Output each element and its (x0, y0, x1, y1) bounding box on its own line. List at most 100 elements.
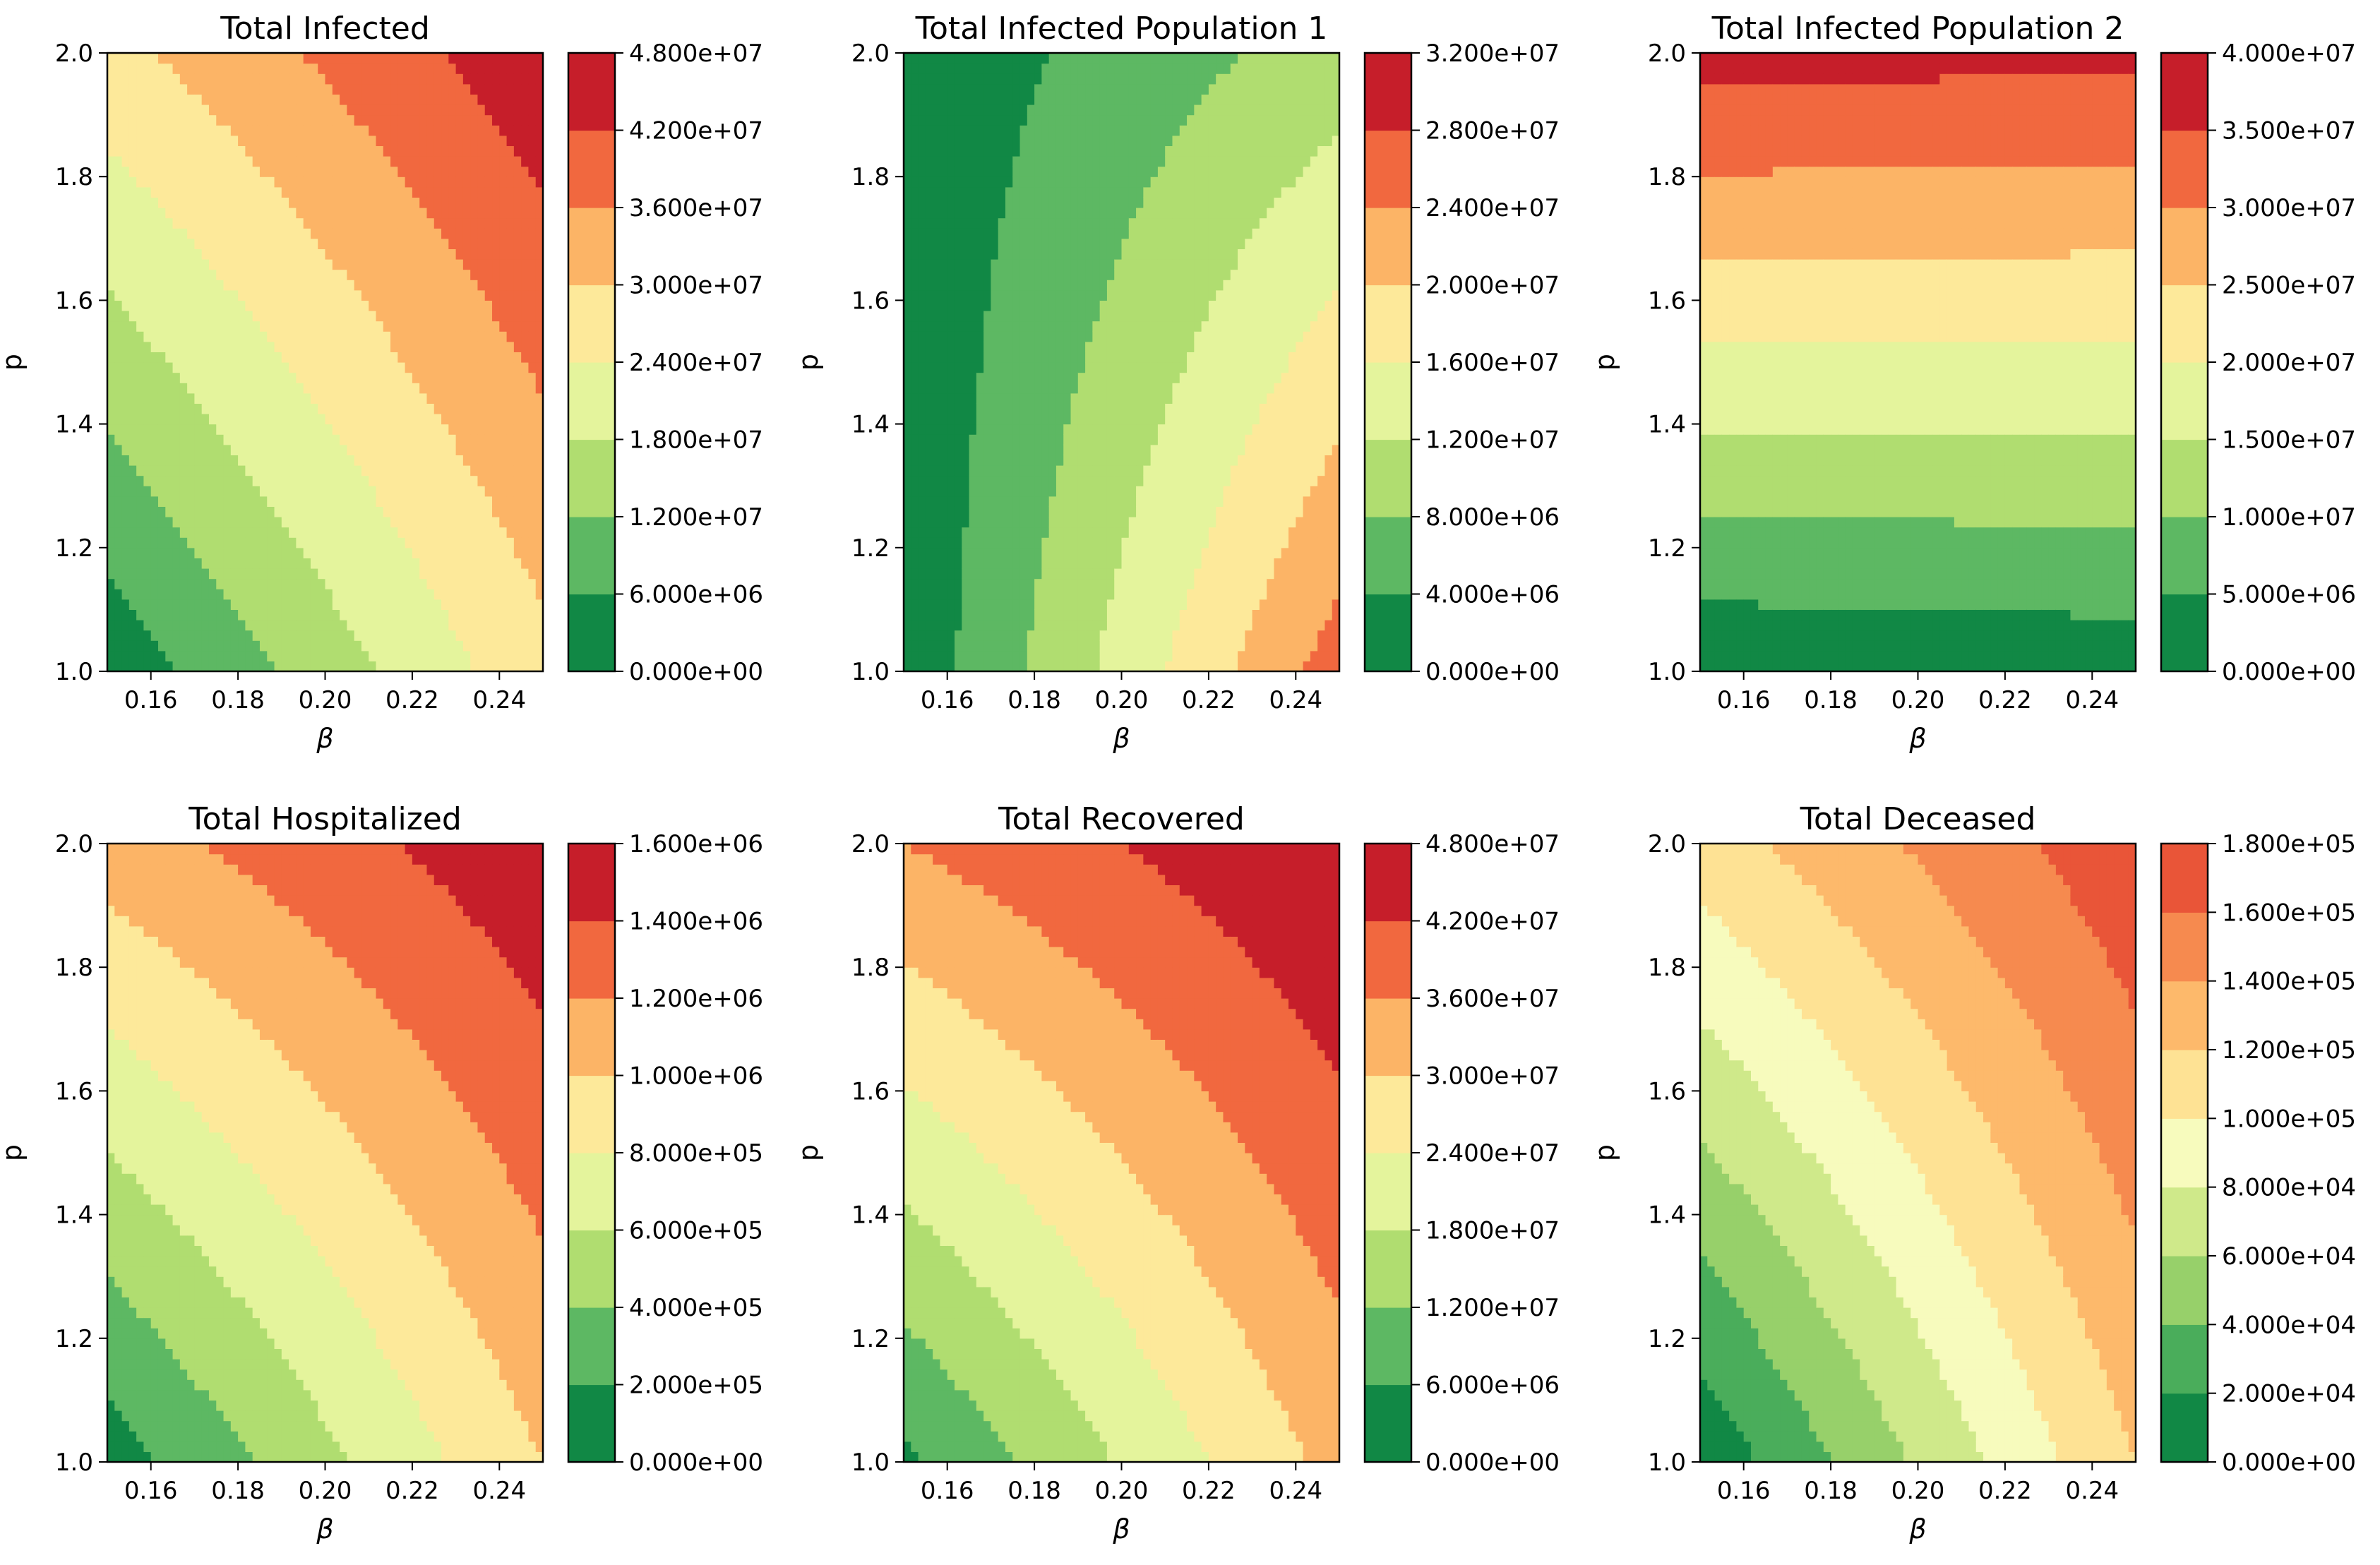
contour-cell (433, 383, 442, 394)
contour-cell (947, 186, 955, 198)
contour-cell (289, 599, 297, 610)
contour-cell (310, 424, 318, 435)
contour-cell (383, 114, 391, 126)
contour-cell (136, 455, 145, 466)
contour-cell (165, 259, 174, 270)
contour-cell (940, 156, 948, 167)
contour-cell (1005, 217, 1013, 229)
contour-cell (947, 83, 955, 95)
contour-cell (535, 465, 543, 476)
contour-cell (150, 475, 159, 486)
contour-cell (223, 217, 232, 229)
contour-cell (947, 352, 955, 363)
contour-cell (274, 486, 282, 497)
contour-cell (238, 506, 246, 517)
contour-cell (369, 208, 377, 219)
contour-cell (470, 300, 479, 311)
contour-cell (441, 320, 449, 332)
contour-cell (1041, 444, 1050, 455)
contour-cell (281, 228, 289, 239)
contour-cell (492, 197, 500, 208)
contour-cell (441, 156, 449, 167)
contour-cell (484, 496, 493, 507)
contour-cell (441, 506, 449, 517)
contour-cell (513, 259, 522, 270)
contour-cell (376, 145, 384, 157)
contour-cell (121, 197, 130, 208)
contour-cell (412, 403, 420, 414)
contour-cell (998, 125, 1006, 136)
contour-cell (383, 424, 391, 435)
contour-cell (911, 496, 919, 507)
contour-cell (289, 248, 297, 260)
contour-cell (223, 73, 232, 85)
contour-cell (259, 197, 268, 208)
contour-cell (904, 537, 911, 548)
contour-cell (455, 537, 464, 548)
contour-cell (455, 259, 464, 270)
contour-cell (904, 53, 911, 64)
contour-cell (1027, 547, 1035, 558)
contour-cell (136, 527, 145, 538)
contour-cell (513, 661, 522, 671)
contour-cell (499, 289, 508, 301)
contour-cell (433, 125, 442, 136)
contour-cell (187, 166, 195, 177)
contour-cell (194, 186, 203, 198)
contour-cell (187, 176, 195, 188)
contour-cell (528, 392, 537, 404)
y-tick-label: 1.8 (55, 163, 93, 191)
contour-cell (289, 589, 297, 600)
contour-cell (925, 228, 933, 239)
contour-cell (354, 125, 362, 136)
contour-cell (1048, 620, 1057, 631)
contour-cell (455, 444, 464, 455)
contour-cell (143, 609, 152, 620)
contour-cell (513, 228, 522, 239)
contour-cell (412, 238, 420, 249)
contour-cell (528, 53, 537, 64)
contour-cell (223, 578, 232, 589)
contour-cell (332, 280, 340, 291)
contour-cell (296, 496, 304, 507)
contour-cell (245, 248, 253, 260)
contour-cell (911, 599, 919, 610)
contour-cell (136, 589, 145, 600)
contour-cell (187, 547, 195, 558)
contour-cell (114, 311, 123, 322)
contour-cell (245, 527, 253, 538)
contour-cell (121, 94, 130, 105)
contour-cell (390, 352, 398, 363)
contour-cell (969, 599, 977, 610)
contour-cell (347, 609, 355, 620)
contour-cell (252, 372, 261, 383)
contour-cell (991, 630, 999, 641)
contour-cell (998, 444, 1006, 455)
contour-cell (1027, 475, 1035, 486)
contour-cell (310, 63, 318, 74)
contour-cell (390, 372, 398, 383)
contour-cell (128, 289, 137, 301)
contour-cell (216, 527, 225, 538)
contour-cell (1056, 248, 1064, 260)
contour-cell (513, 609, 522, 620)
contour-cell (405, 661, 413, 671)
contour-cell (369, 465, 377, 476)
contour-cell (940, 383, 948, 394)
contour-cell (918, 145, 926, 157)
contour-cell (361, 496, 369, 507)
contour-cell (925, 599, 933, 610)
contour-cell (194, 311, 203, 322)
contour-cell (201, 527, 210, 538)
contour-cell (179, 537, 188, 548)
contour-cell (918, 414, 926, 425)
contour-cell (114, 383, 123, 394)
contour-cell (521, 186, 530, 198)
contour-cell (484, 434, 493, 445)
contour-cell (208, 609, 217, 620)
contour-cell (983, 269, 991, 280)
contour-cell (157, 465, 166, 476)
contour-cell (484, 125, 493, 136)
contour-cell (354, 320, 362, 332)
contour-cell (128, 186, 137, 198)
